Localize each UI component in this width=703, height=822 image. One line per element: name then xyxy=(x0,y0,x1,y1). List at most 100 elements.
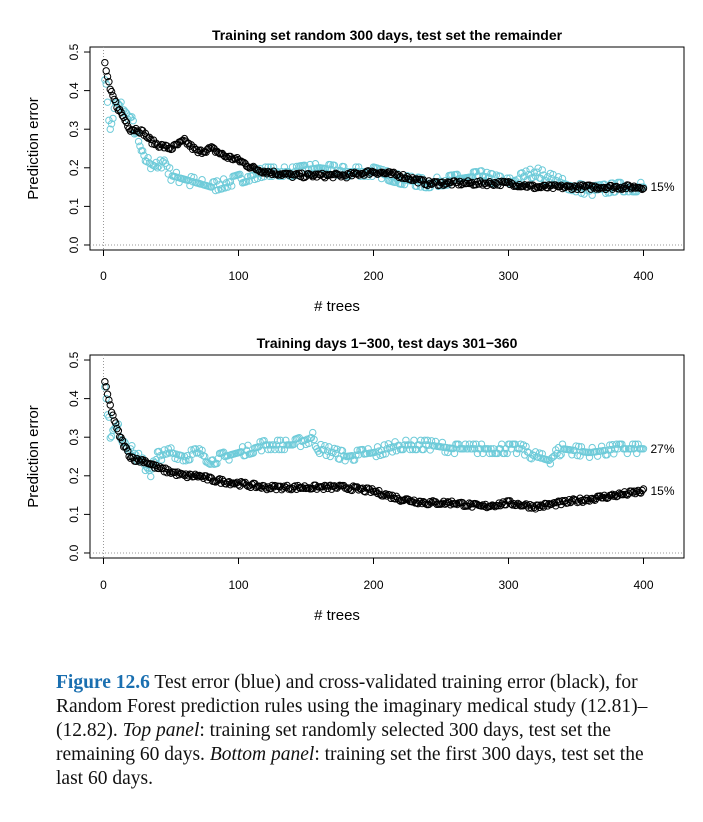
top-panel-label: Top panel xyxy=(122,720,200,741)
data-point xyxy=(408,445,417,454)
data-point xyxy=(469,440,478,448)
data-point xyxy=(534,164,542,172)
data-point xyxy=(153,164,162,172)
data-point xyxy=(575,442,583,451)
data-point xyxy=(426,179,434,188)
series-black xyxy=(101,58,648,194)
data-point xyxy=(101,58,109,67)
plot-frame xyxy=(89,354,685,559)
y-tick-label: 0.4 xyxy=(67,390,81,407)
data-point xyxy=(503,449,511,458)
data-point xyxy=(627,445,636,453)
data-point xyxy=(518,445,526,453)
data-point xyxy=(531,184,540,192)
data-point xyxy=(572,442,580,450)
data-point xyxy=(566,446,575,454)
data-point xyxy=(117,98,125,106)
data-point xyxy=(612,440,621,448)
data-point xyxy=(143,133,151,141)
data-point xyxy=(322,451,330,460)
data-point xyxy=(229,155,237,164)
data-point xyxy=(198,446,206,455)
data-point xyxy=(172,168,181,177)
x-tick-label: 300 xyxy=(498,269,518,283)
chart-title: Training days 1−300, test days 301−360 xyxy=(257,335,518,351)
data-point xyxy=(381,450,390,458)
y-tick-label: 0.3 xyxy=(67,121,81,138)
data-point xyxy=(611,445,619,453)
data-point xyxy=(105,78,113,86)
data-point xyxy=(241,451,249,460)
x-tick-label: 200 xyxy=(363,269,383,283)
data-point xyxy=(639,445,648,453)
data-point xyxy=(637,184,645,193)
figure-canvas: Training set random 300 days, test set t… xyxy=(25,27,685,624)
data-point xyxy=(102,383,110,391)
data-point xyxy=(107,120,116,128)
plot-frame xyxy=(89,46,685,251)
data-point xyxy=(534,501,542,510)
data-point xyxy=(353,446,361,455)
data-point xyxy=(140,458,148,467)
x-axis-label: # trees xyxy=(314,607,360,624)
data-point xyxy=(564,499,572,507)
data-point xyxy=(554,173,563,181)
data-point xyxy=(109,92,117,100)
data-point xyxy=(585,453,594,461)
data-point xyxy=(423,436,432,444)
end-value-label: 27% xyxy=(651,442,675,456)
data-point xyxy=(179,457,187,465)
data-point xyxy=(487,445,495,453)
data-point xyxy=(523,448,532,456)
data-point xyxy=(229,479,237,487)
data-point xyxy=(138,147,147,155)
data-point xyxy=(413,182,421,191)
data-point xyxy=(373,443,382,451)
x-tick-label: 200 xyxy=(363,578,383,592)
x-tick-label: 100 xyxy=(228,269,248,283)
data-point xyxy=(165,164,174,172)
data-point xyxy=(522,442,530,451)
y-tick-label: 0.2 xyxy=(67,467,81,484)
top-panel: Training set random 300 days, test set t… xyxy=(25,27,685,315)
data-point xyxy=(391,178,399,187)
data-point xyxy=(530,168,538,176)
data-point xyxy=(349,169,357,178)
series-blue xyxy=(101,383,648,481)
data-point xyxy=(322,170,330,179)
data-point xyxy=(548,181,556,189)
caption-text-3: : training set the first 300 days, test … xyxy=(56,744,644,789)
data-point xyxy=(128,113,136,121)
data-point xyxy=(134,137,143,146)
data-point xyxy=(236,170,244,179)
data-point xyxy=(278,445,286,454)
data-point xyxy=(144,154,152,162)
x-tick-label: 400 xyxy=(633,269,653,283)
data-point xyxy=(271,481,279,490)
data-point xyxy=(110,95,119,104)
x-tick-label: 0 xyxy=(100,269,107,283)
data-point xyxy=(125,452,133,461)
data-point xyxy=(106,401,114,409)
data-point xyxy=(573,451,582,460)
end-value-label: 15% xyxy=(651,484,675,498)
bottom-panel: Training days 1−300, test days 301−360 0.… xyxy=(25,335,685,624)
y-tick-label: 0.5 xyxy=(67,43,81,60)
data-point xyxy=(268,481,276,490)
data-point xyxy=(639,184,648,193)
data-point xyxy=(310,435,318,444)
data-point xyxy=(506,180,514,189)
data-point xyxy=(273,436,282,444)
y-tick-label: 0.4 xyxy=(67,82,81,99)
data-point xyxy=(103,98,112,106)
data-point xyxy=(545,499,553,508)
data-point xyxy=(352,451,360,459)
data-point xyxy=(213,459,221,468)
data-point xyxy=(417,175,425,184)
x-tick-label: 0 xyxy=(100,578,107,592)
data-point xyxy=(350,456,359,464)
data-point xyxy=(441,448,449,456)
data-point xyxy=(477,167,486,175)
data-point xyxy=(140,151,148,160)
y-tick-label: 0.0 xyxy=(67,544,81,561)
